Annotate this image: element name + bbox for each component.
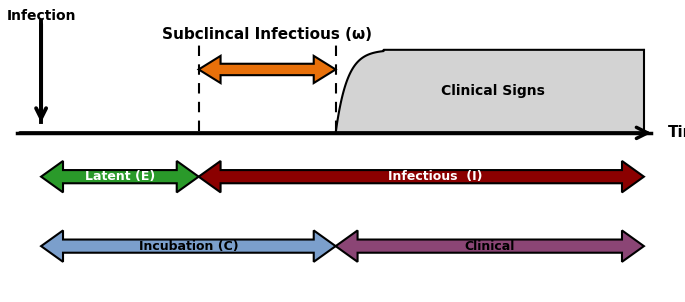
- Text: Clinical: Clinical: [464, 239, 515, 253]
- Polygon shape: [199, 161, 644, 192]
- Text: Clinical Signs: Clinical Signs: [441, 84, 545, 98]
- Polygon shape: [336, 50, 644, 133]
- Polygon shape: [41, 161, 199, 192]
- Polygon shape: [41, 230, 336, 262]
- Text: Subclincal Infectious (ω): Subclincal Infectious (ω): [162, 27, 372, 42]
- Polygon shape: [336, 230, 644, 262]
- Text: Incubation (C): Incubation (C): [138, 239, 238, 253]
- Text: Infectious  (I): Infectious (I): [388, 170, 482, 183]
- Polygon shape: [199, 56, 336, 83]
- Text: Time: Time: [668, 125, 685, 140]
- Text: Latent (E): Latent (E): [85, 170, 155, 183]
- Text: Infection: Infection: [7, 9, 76, 23]
